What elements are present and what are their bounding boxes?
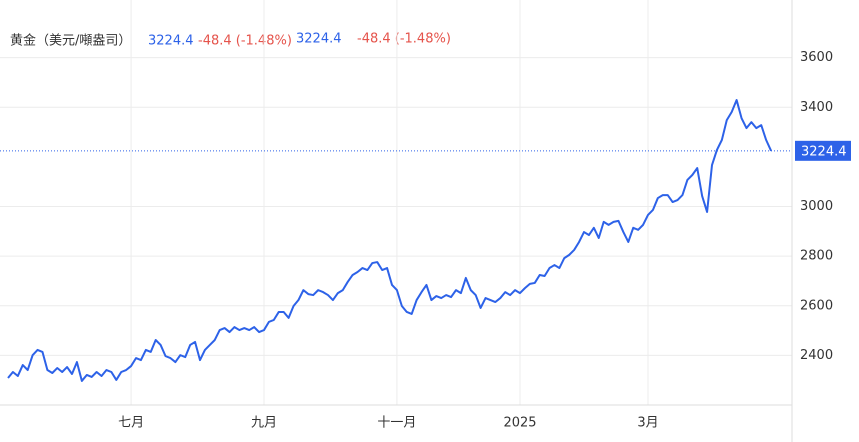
y-tick-label: 3000 <box>800 199 833 214</box>
price-change: -48.4 (-1.48%) <box>357 32 451 47</box>
price-line <box>7 99 772 382</box>
last-price: 3224.4 <box>148 34 194 49</box>
x-tick-label: 3月 <box>637 416 658 431</box>
last-price: 3224.4 <box>296 32 342 47</box>
y-tick-label: 3400 <box>800 100 833 115</box>
instrument-name: 黄金（美元/噸盎司） <box>10 33 131 49</box>
price-tag-label: 3224.4 <box>801 144 847 159</box>
x-tick-label: 2025 <box>503 416 536 431</box>
y-tick-label: 2600 <box>800 298 833 313</box>
y-tick-label: 2800 <box>800 249 833 264</box>
x-tick-label: 十一月 <box>377 416 416 431</box>
x-tick-label: 七月 <box>118 416 144 431</box>
y-tick-label: 3600 <box>800 50 833 65</box>
y-tick-label: 2400 <box>800 348 833 363</box>
price-change: -48.4 (-1.48%) <box>198 34 292 49</box>
price-tag <box>795 140 851 161</box>
x-tick-label: 九月 <box>251 416 277 431</box>
